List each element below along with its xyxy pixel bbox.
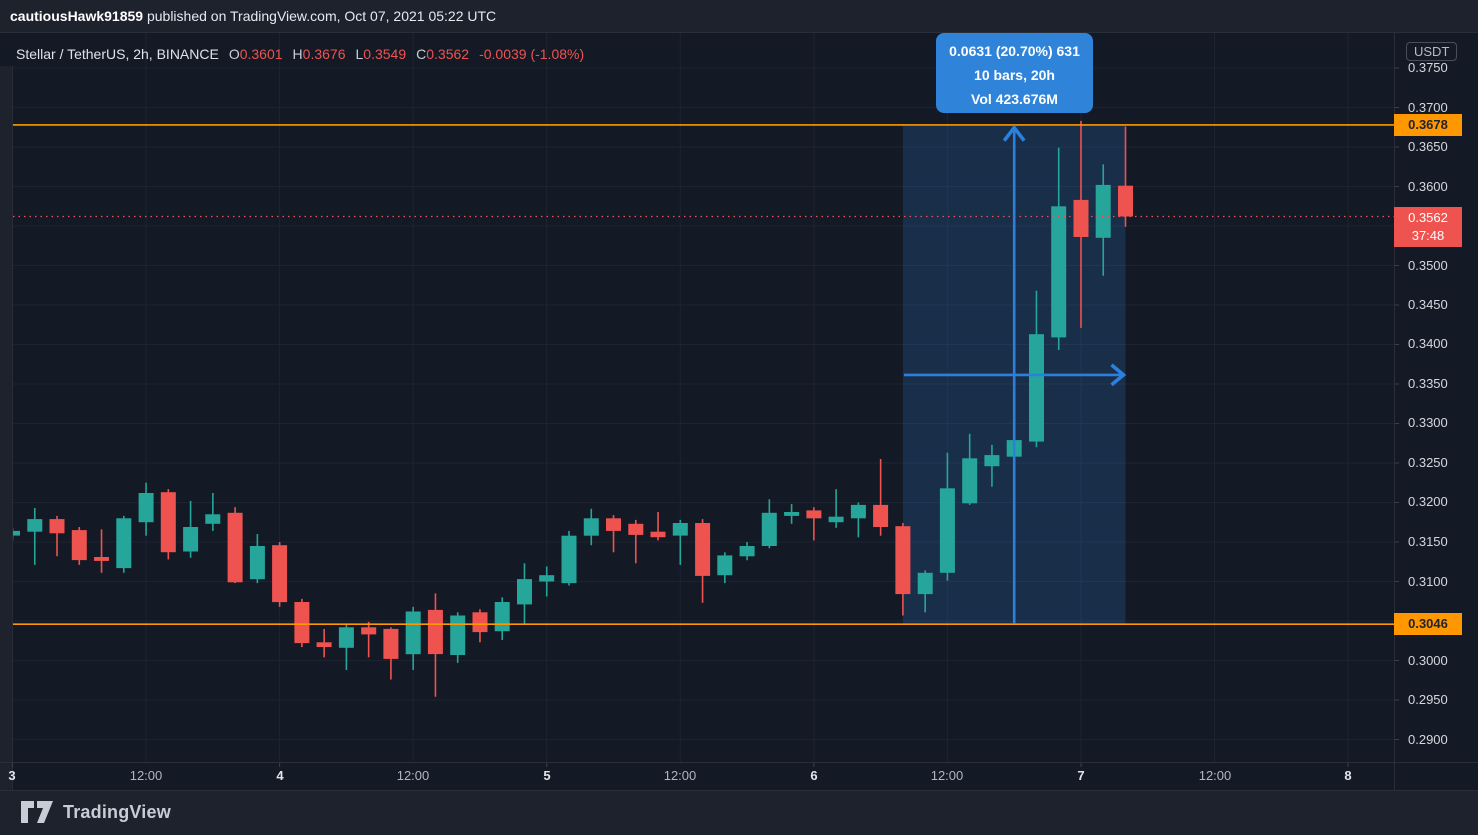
ohlc-high: H 0.3676: [292, 46, 346, 62]
tradingview-logo[interactable]: TradingView: [20, 799, 171, 825]
price-axis-border: [1394, 33, 1395, 790]
candle-body: [316, 642, 332, 647]
candle-body: [1095, 184, 1111, 238]
candle-body: [672, 523, 688, 536]
candle-body: [606, 518, 621, 531]
ohlc-close: C 0.3562: [416, 46, 470, 62]
currency-badge: USDT: [1406, 42, 1458, 61]
candle-body: [784, 512, 800, 516]
range-change-line: 0.0631 (20.70%) 631: [949, 43, 1080, 59]
candle-body: [806, 510, 822, 519]
candle-body: [294, 602, 310, 644]
candle-body: [1051, 206, 1067, 338]
range-bars-line: 10 bars, 20h: [974, 67, 1055, 83]
range-volume-line: Vol 423.676M: [971, 91, 1058, 107]
candle-body: [383, 628, 399, 659]
candle-body: [939, 488, 955, 573]
ohlc-open: O 0.3601: [228, 46, 283, 62]
candle-body: [405, 611, 421, 655]
candle-body: [71, 530, 87, 561]
username: cautiousHawk91859: [10, 8, 144, 24]
candle-body: [49, 519, 65, 534]
pane-left-margin: [0, 66, 13, 795]
candle-body: [1029, 334, 1044, 442]
candle-body: [94, 557, 109, 561]
candle-body: [628, 523, 644, 535]
candle-body: [761, 512, 777, 546]
candle-body: [116, 518, 132, 569]
candle-body: [895, 526, 911, 595]
candle-body: [917, 572, 933, 595]
candles-layer: [13, 120, 1133, 697]
candle-body: [1118, 185, 1133, 217]
attribution-bar: cautiousHawk91859 published on TradingVi…: [0, 0, 1478, 32]
candle-body: [739, 546, 755, 557]
candle-body: [338, 627, 354, 648]
candle-body: [494, 602, 510, 632]
candle-body: [962, 458, 978, 504]
candle-body: [984, 455, 1000, 467]
time-axis-border-bottom: [0, 790, 1478, 791]
candle-body: [138, 493, 154, 523]
candle-body: [13, 530, 20, 536]
footer-bar: TradingView: [0, 791, 1478, 835]
candle-body: [450, 615, 466, 655]
candle-body: [539, 575, 555, 582]
ohlc-low: L 0.3549: [355, 46, 407, 62]
candle-body: [583, 518, 599, 536]
candle-body: [561, 535, 577, 584]
publish-info: published on TradingView.com, Oct 07, 20…: [143, 8, 497, 24]
candle-body: [361, 627, 377, 635]
candle-body: [27, 519, 43, 532]
arrow-right-icon: [1110, 363, 1127, 387]
symbol-info-row: Stellar / TetherUS, 2h, BINANCE O 0.3601 …: [16, 45, 584, 63]
time-axis-border-top: [0, 762, 1478, 763]
candle-body: [160, 492, 176, 553]
tradingview-logo-icon: [21, 801, 53, 823]
price-range-tooltip[interactable]: 0.0631 (20.70%) 631 10 bars, 20h Vol 423…: [936, 33, 1093, 113]
candle-body: [650, 531, 666, 538]
change-value: -0.0039 (-1.08%): [479, 46, 585, 62]
arrow-up-icon: [1002, 124, 1026, 142]
candle-body: [183, 527, 199, 552]
candle-body: [205, 514, 221, 524]
price-range-drawing[interactable]: [903, 124, 1127, 624]
candle-body: [427, 609, 443, 655]
chart-region: [0, 32, 1478, 795]
candle-body: [1073, 199, 1089, 237]
candle-body: [272, 545, 288, 603]
candle-body: [249, 546, 265, 580]
candle-body: [227, 512, 243, 583]
candle-body: [828, 516, 844, 523]
candle-body: [517, 579, 532, 605]
candle-body: [695, 523, 711, 576]
tradingview-logo-text: TradingView: [63, 801, 171, 822]
candle-body: [717, 555, 733, 576]
candle-body: [850, 504, 866, 519]
candle-body: [472, 612, 488, 633]
symbol-title: Stellar / TetherUS, 2h, BINANCE: [16, 46, 219, 62]
candle-body: [873, 504, 889, 527]
